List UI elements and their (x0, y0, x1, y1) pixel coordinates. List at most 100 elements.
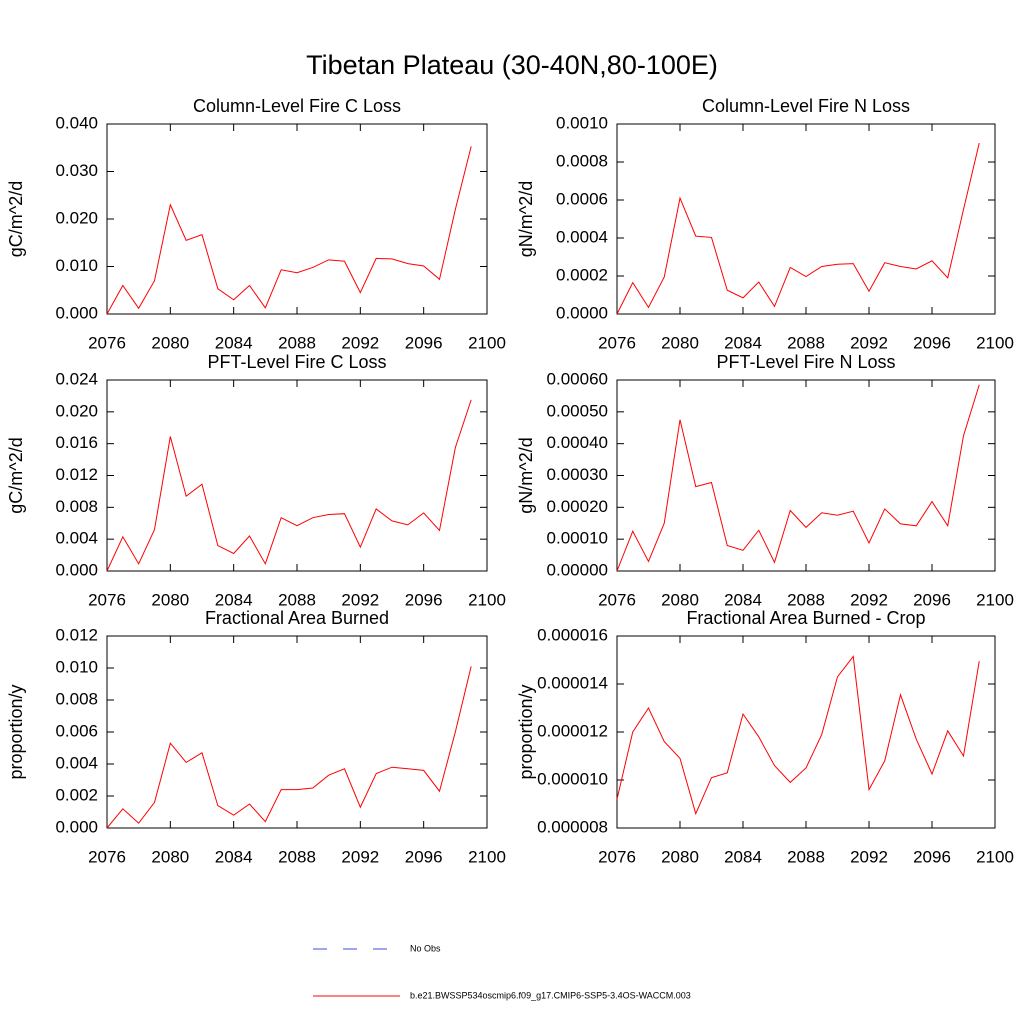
x-tick-label: 2096 (913, 590, 951, 609)
y-tick-label: 0.0004 (556, 227, 608, 246)
y-tick-label: 0.00030 (547, 465, 608, 484)
y-tick-label: 0.000 (55, 560, 98, 579)
x-tick-label: 2080 (661, 847, 699, 866)
y-tick-label: 0.00020 (547, 497, 608, 516)
x-tick-label: 2100 (468, 333, 506, 352)
y-tick-label: 0.040 (55, 113, 98, 132)
x-tick-label: 2100 (976, 333, 1014, 352)
x-tick-label: 2096 (913, 333, 951, 352)
y-tick-label: 0.020 (55, 208, 98, 227)
x-tick-label: 2092 (850, 590, 888, 609)
x-tick-label: 2092 (850, 847, 888, 866)
x-tick-label: 2100 (976, 847, 1014, 866)
y-tick-label: 0.00010 (547, 529, 608, 548)
x-tick-label: 2088 (787, 333, 825, 352)
y-tick-label: 0.00000 (547, 560, 608, 579)
x-tick-label: 2092 (341, 333, 379, 352)
x-tick-label: 2088 (787, 847, 825, 866)
x-tick-label: 2100 (976, 590, 1014, 609)
x-tick-label: 2080 (661, 333, 699, 352)
x-tick-label: 2084 (724, 590, 762, 609)
data-line (106, 399, 472, 572)
y-tick-label: 0.004 (55, 753, 98, 772)
y-tick-label: 0.0000 (556, 303, 608, 322)
y-tick-label: 0.000008 (537, 817, 608, 836)
y-tick-label: 0.000 (55, 817, 98, 836)
x-tick-label: 2076 (88, 333, 126, 352)
y-tick-label: 0.016 (55, 433, 98, 452)
x-tick-label: 2088 (278, 847, 316, 866)
data-line (616, 384, 980, 572)
y-axis-label: proportion/y (6, 684, 26, 779)
x-tick-label: 2096 (405, 590, 443, 609)
plot-frame (106, 635, 488, 829)
chart-title: Column-Level Fire C Loss (193, 96, 401, 116)
y-tick-label: 0.00050 (547, 401, 608, 420)
x-tick-label: 2088 (278, 333, 316, 352)
y-tick-label: 0.012 (55, 625, 98, 644)
y-tick-label: 0.030 (55, 161, 98, 180)
x-tick-label: 2080 (661, 590, 699, 609)
x-tick-label: 2088 (278, 590, 316, 609)
y-tick-label: 0.000014 (537, 673, 608, 692)
y-tick-label: 0.0008 (556, 151, 608, 170)
chart-title: Fractional Area Burned - Crop (686, 608, 925, 628)
chart-title: Fractional Area Burned (205, 608, 389, 628)
x-tick-label: 2076 (598, 333, 636, 352)
y-axis-label: gC/m^2/d (6, 181, 26, 257)
y-tick-label: 0.000016 (537, 625, 608, 644)
y-tick-label: 0.024 (55, 369, 98, 388)
x-tick-label: 2084 (215, 333, 253, 352)
y-axis-label: proportion/y (516, 684, 536, 779)
y-tick-label: 0.00060 (547, 369, 608, 388)
legend-label: b.e21.BWSSP534oscmip6.f09_g17.CMIP6-SSP5… (410, 990, 691, 1000)
x-tick-label: 2096 (405, 333, 443, 352)
y-tick-label: 0.012 (55, 465, 98, 484)
plot-frame (616, 123, 996, 315)
x-tick-label: 2092 (850, 333, 888, 352)
y-axis-label: gC/m^2/d (6, 437, 26, 513)
x-tick-label: 2096 (913, 847, 951, 866)
legend-label: No Obs (410, 943, 441, 953)
y-tick-label: 0.010 (55, 657, 98, 676)
x-tick-label: 2076 (598, 847, 636, 866)
x-tick-label: 2100 (468, 847, 506, 866)
y-axis-label: gN/m^2/d (516, 437, 536, 513)
y-tick-label: 0.000010 (537, 769, 608, 788)
x-tick-label: 2084 (215, 847, 253, 866)
y-axis-label: gN/m^2/d (516, 181, 536, 257)
x-tick-label: 2076 (88, 590, 126, 609)
plot-frame (616, 635, 996, 829)
y-tick-label: 0.0006 (556, 189, 608, 208)
y-tick-label: 0.006 (55, 721, 98, 740)
plot-frame (616, 379, 996, 572)
y-tick-label: 0.002 (55, 785, 98, 804)
x-tick-label: 2080 (151, 590, 189, 609)
data-line (106, 666, 472, 829)
data-line (616, 142, 980, 315)
x-tick-label: 2076 (88, 847, 126, 866)
x-tick-label: 2084 (215, 590, 253, 609)
figure-title: Tibetan Plateau (30-40N,80-100E) (306, 50, 718, 80)
chart-title: PFT-Level Fire N Loss (716, 352, 895, 372)
x-tick-label: 2096 (405, 847, 443, 866)
data-line (616, 655, 980, 816)
y-tick-label: 0.010 (55, 256, 98, 275)
y-tick-label: 0.00040 (547, 433, 608, 452)
x-tick-label: 2088 (787, 590, 825, 609)
data-line (106, 146, 472, 315)
y-tick-label: 0.008 (55, 689, 98, 708)
x-tick-label: 2076 (598, 590, 636, 609)
x-tick-label: 2080 (151, 333, 189, 352)
plot-frame (106, 123, 488, 315)
y-tick-label: 0.0010 (556, 113, 608, 132)
y-tick-label: 0.000 (55, 303, 98, 322)
chart-title: PFT-Level Fire C Loss (207, 352, 386, 372)
x-tick-label: 2092 (341, 847, 379, 866)
x-tick-label: 2100 (468, 590, 506, 609)
x-tick-label: 2084 (724, 333, 762, 352)
y-tick-label: 0.008 (55, 497, 98, 516)
y-tick-label: 0.004 (55, 529, 98, 548)
y-tick-label: 0.000012 (537, 721, 608, 740)
